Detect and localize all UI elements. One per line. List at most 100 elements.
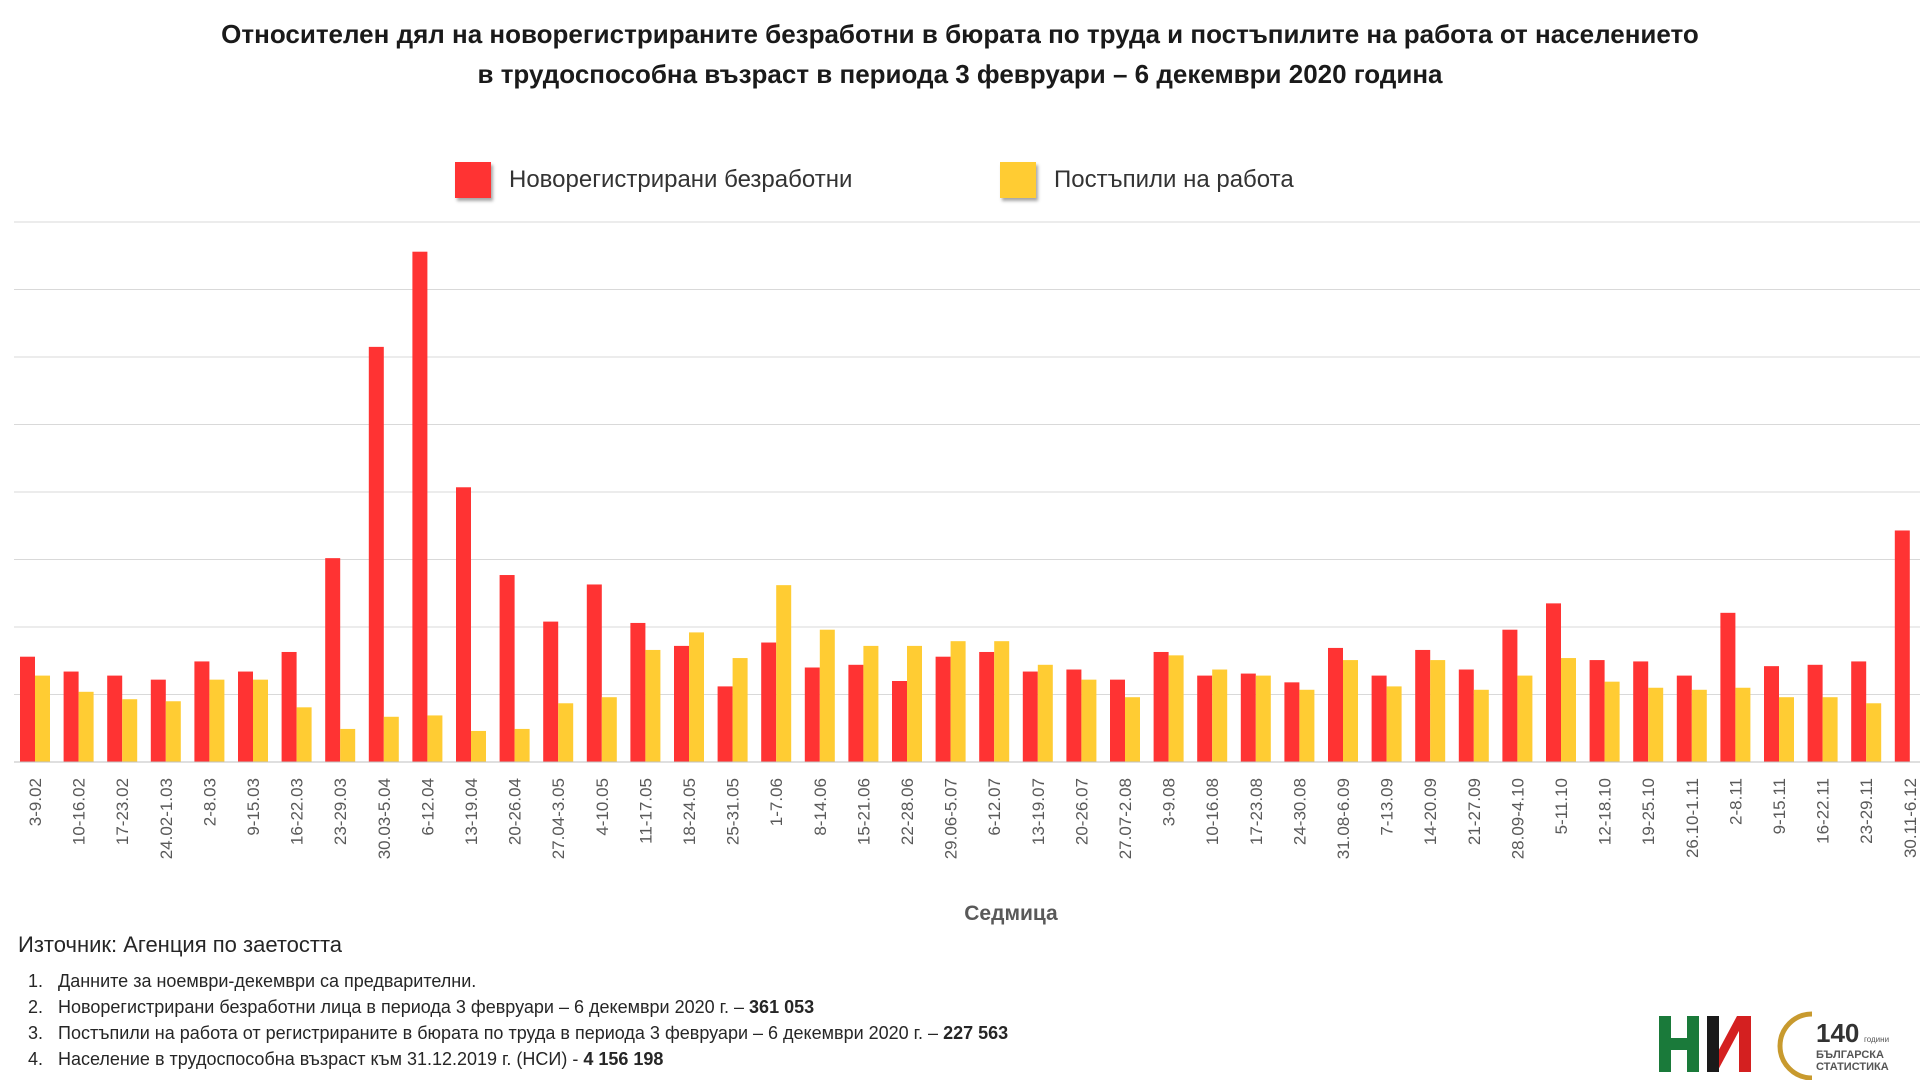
bar-employed bbox=[1081, 679, 1097, 762]
anniversary-number: 140 bbox=[1816, 1018, 1859, 1048]
bar-unemployed bbox=[543, 621, 559, 762]
bar-employed bbox=[122, 699, 138, 762]
anniversary-line2: СТАТИСТИКА bbox=[1816, 1061, 1889, 1073]
bar-unemployed bbox=[1851, 661, 1867, 762]
bar-unemployed bbox=[107, 675, 123, 762]
x-tick-label: 18-24.05 bbox=[680, 778, 699, 845]
bar-unemployed bbox=[20, 656, 35, 762]
bar-unemployed bbox=[281, 651, 297, 762]
bar-employed bbox=[427, 715, 443, 762]
x-tick-label: 2-8.03 bbox=[200, 778, 219, 826]
bar-employed bbox=[209, 679, 225, 762]
x-tick-label: 6-12.04 bbox=[418, 778, 437, 836]
x-tick-label: 3-9.02 bbox=[26, 778, 45, 826]
x-tick-label: 20-26.04 bbox=[506, 778, 525, 845]
chart-title: Относителен дял на новорегистрираните бе… bbox=[0, 14, 1920, 94]
bar-unemployed bbox=[412, 251, 428, 762]
bar-employed bbox=[1691, 689, 1707, 762]
x-tick-label: 2-8.11 bbox=[1726, 778, 1745, 825]
x-tick-label: 19-25.10 bbox=[1639, 778, 1658, 845]
bar-employed bbox=[689, 632, 704, 762]
bar-unemployed bbox=[368, 346, 384, 762]
bar-unemployed bbox=[1502, 629, 1518, 762]
bar-unemployed bbox=[63, 671, 79, 762]
bar-unemployed bbox=[194, 661, 210, 762]
x-tick-label: 1-7.06 bbox=[767, 778, 786, 826]
bar-employed bbox=[1561, 658, 1576, 762]
bar-employed bbox=[471, 730, 486, 762]
x-tick-label: 3-9.08 bbox=[1160, 778, 1179, 826]
bar-employed bbox=[1735, 687, 1751, 762]
bar-employed bbox=[1212, 669, 1228, 762]
bar-unemployed bbox=[935, 656, 951, 762]
legend-swatch-unemployed bbox=[455, 162, 491, 198]
bar-employed bbox=[1473, 689, 1489, 762]
bar-employed bbox=[1255, 675, 1271, 762]
bar-unemployed bbox=[1066, 669, 1082, 762]
bar-unemployed bbox=[1110, 679, 1125, 762]
x-tick-label: 10-16.02 bbox=[70, 778, 89, 845]
x-tick-label: 23-29.03 bbox=[331, 778, 350, 845]
bar-employed bbox=[35, 675, 50, 762]
bar-unemployed bbox=[586, 584, 602, 762]
bar-unemployed bbox=[848, 664, 864, 762]
bar-unemployed bbox=[238, 671, 253, 762]
x-tick-label: 4-10.05 bbox=[593, 778, 612, 836]
bar-unemployed bbox=[804, 667, 820, 762]
bar-unemployed bbox=[1415, 649, 1431, 762]
x-tick-label: 24-30.08 bbox=[1290, 778, 1309, 845]
x-tick-label: 22-28.06 bbox=[898, 778, 917, 845]
bar-employed bbox=[165, 701, 181, 762]
bar-employed bbox=[1779, 697, 1794, 762]
x-tick-label: 21-27.09 bbox=[1465, 778, 1484, 845]
bar-unemployed bbox=[1153, 651, 1169, 762]
x-tick-label: 27.07-2.08 bbox=[1116, 778, 1135, 859]
bar-employed bbox=[907, 645, 922, 762]
x-tick-label: 16-22.03 bbox=[288, 778, 307, 845]
bar-unemployed bbox=[456, 487, 471, 762]
chart-title-line1: Относителен дял на новорегистрираните бе… bbox=[221, 19, 1699, 49]
bar-employed bbox=[1604, 681, 1620, 762]
bar-unemployed bbox=[1720, 612, 1736, 762]
x-tick-label: 13-19.04 bbox=[462, 778, 481, 845]
bar-employed bbox=[340, 728, 356, 762]
bar-employed bbox=[1430, 660, 1446, 762]
bar-employed bbox=[253, 679, 268, 762]
bar-unemployed bbox=[630, 622, 646, 762]
x-tick-label: 13-19.07 bbox=[1029, 778, 1048, 845]
bar-unemployed bbox=[1197, 675, 1213, 762]
bar-employed bbox=[1386, 686, 1402, 762]
x-tick-label: 6-12.07 bbox=[985, 778, 1004, 836]
bar-unemployed bbox=[1371, 675, 1387, 762]
x-tick-label: 7-13.09 bbox=[1378, 778, 1397, 836]
x-tick-label: 31.08-6.09 bbox=[1334, 778, 1353, 859]
bar-unemployed bbox=[1633, 661, 1649, 762]
bar-employed bbox=[1648, 687, 1664, 762]
x-tick-label: 9-15.11 bbox=[1770, 778, 1789, 834]
bar-employed bbox=[1125, 697, 1140, 762]
bar-employed bbox=[732, 658, 748, 762]
note-item: 1. Данните за ноември-декември са предвар… bbox=[28, 971, 477, 991]
bar-unemployed bbox=[150, 679, 166, 762]
bar-employed bbox=[1168, 655, 1184, 762]
bar-employed bbox=[1343, 660, 1358, 762]
bar-employed bbox=[950, 641, 966, 762]
bar-employed bbox=[296, 707, 312, 762]
anniversary-logo: 140 години БЪЛГАРСКА СТАТИСТИКА bbox=[1777, 1011, 1889, 1080]
x-tick-label: 25-31.05 bbox=[724, 778, 743, 845]
x-tick-label: 10-16.08 bbox=[1203, 778, 1222, 845]
bar-unemployed bbox=[1894, 530, 1910, 762]
bar-unemployed bbox=[325, 558, 341, 762]
legend-swatch-employed bbox=[1000, 162, 1036, 198]
x-tick-label: 24.02-1.03 bbox=[157, 778, 176, 859]
x-tick-label: 11-17.05 bbox=[636, 778, 655, 844]
x-tick-label: 8-14.06 bbox=[811, 778, 830, 836]
legend-label-employed: Постъпили на работа bbox=[1054, 166, 1294, 193]
x-tick-label: 12-18.10 bbox=[1596, 778, 1615, 845]
bar-employed bbox=[1866, 703, 1882, 762]
bar-unemployed bbox=[1458, 669, 1474, 762]
x-tick-label: 17-23.08 bbox=[1247, 778, 1266, 845]
source-text: Източник: Агенция по заетостта bbox=[18, 932, 343, 957]
bar-unemployed bbox=[674, 645, 689, 762]
bar-unemployed bbox=[1022, 671, 1038, 762]
